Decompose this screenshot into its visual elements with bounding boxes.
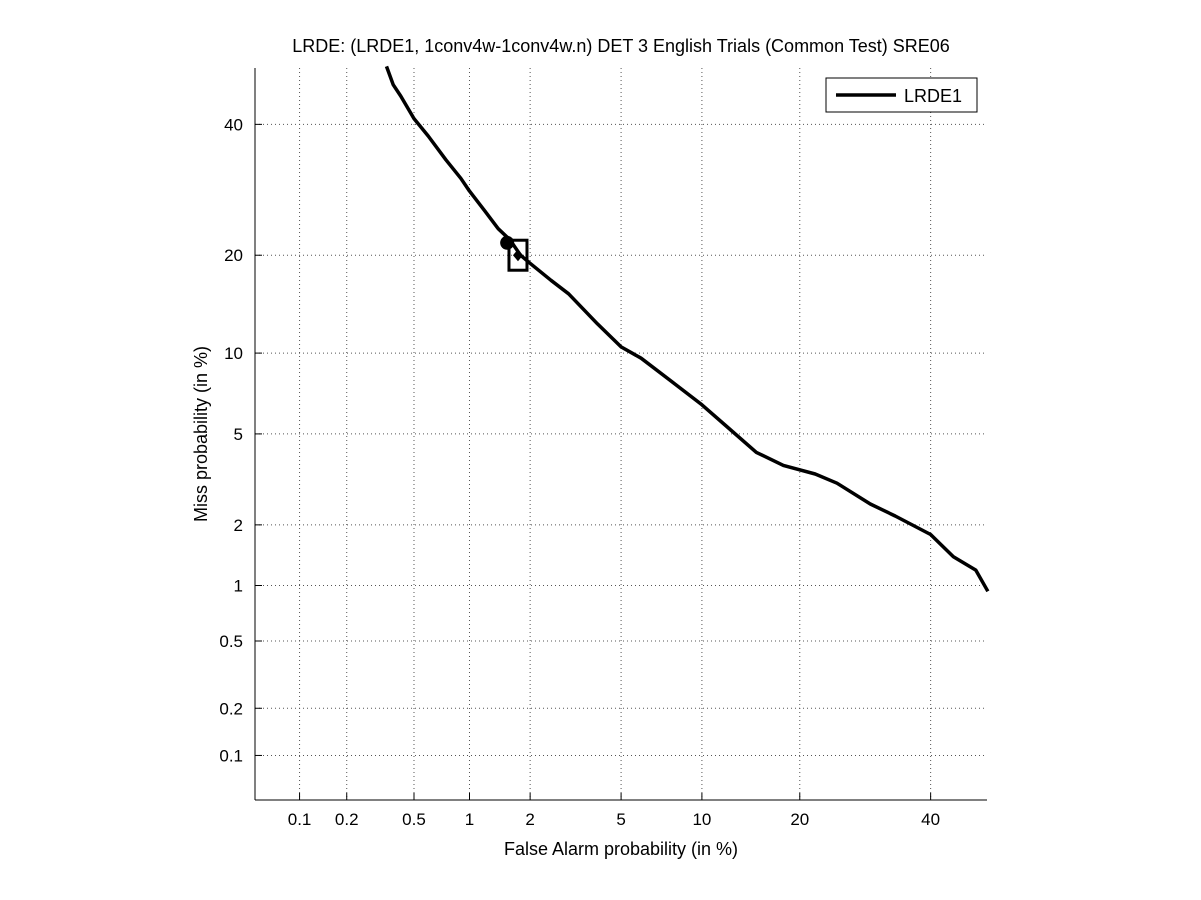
x-axis-label: False Alarm probability (in %) xyxy=(504,839,738,859)
marker-layer xyxy=(500,235,529,272)
tick-labels: 0.1 0.2 0.5 1 2 5 10 20 40 0.1 0.2 0.5 1 2 5 10 20 40 xyxy=(219,115,940,829)
y-tick-label: 20 xyxy=(224,246,243,265)
axes xyxy=(254,68,987,801)
x-tick-label: 40 xyxy=(921,810,940,829)
y-tick-label: 0.5 xyxy=(219,632,243,651)
min-dcf-square-marker xyxy=(507,238,529,272)
y-axis-label: Miss probability (in %) xyxy=(191,346,211,522)
x-tick-label: 5 xyxy=(616,810,625,829)
chart-title: LRDE: (LRDE1, 1conv4w-1conv4w.n) DET 3 E… xyxy=(292,36,950,56)
y-tick-label: 40 xyxy=(224,115,243,134)
x-tick-label: 1 xyxy=(465,810,474,829)
y-tick-label: 2 xyxy=(234,516,243,535)
x-tick-label: 10 xyxy=(692,810,711,829)
legend: LRDE1 xyxy=(825,77,978,113)
eer-diamond-marker xyxy=(512,249,523,262)
y-tick-label: 0.2 xyxy=(219,699,243,718)
det-curve-lrde1 xyxy=(384,65,990,593)
y-tick-label: 10 xyxy=(224,344,243,363)
x-tick-label: 2 xyxy=(525,810,534,829)
x-tick-label: 0.1 xyxy=(288,810,312,829)
y-tick-label: 5 xyxy=(234,425,243,444)
x-tick-label: 0.2 xyxy=(335,810,359,829)
y-tick-label: 1 xyxy=(234,577,243,596)
plot-area xyxy=(255,68,987,800)
act-dcf-circle-marker xyxy=(500,235,515,250)
x-tick-label: 0.5 xyxy=(402,810,426,829)
x-tick-label: 20 xyxy=(790,810,809,829)
curve-layer xyxy=(384,65,990,593)
y-tick-label: 0.1 xyxy=(219,746,243,765)
legend-entry-lrde1: LRDE1 xyxy=(904,86,962,106)
